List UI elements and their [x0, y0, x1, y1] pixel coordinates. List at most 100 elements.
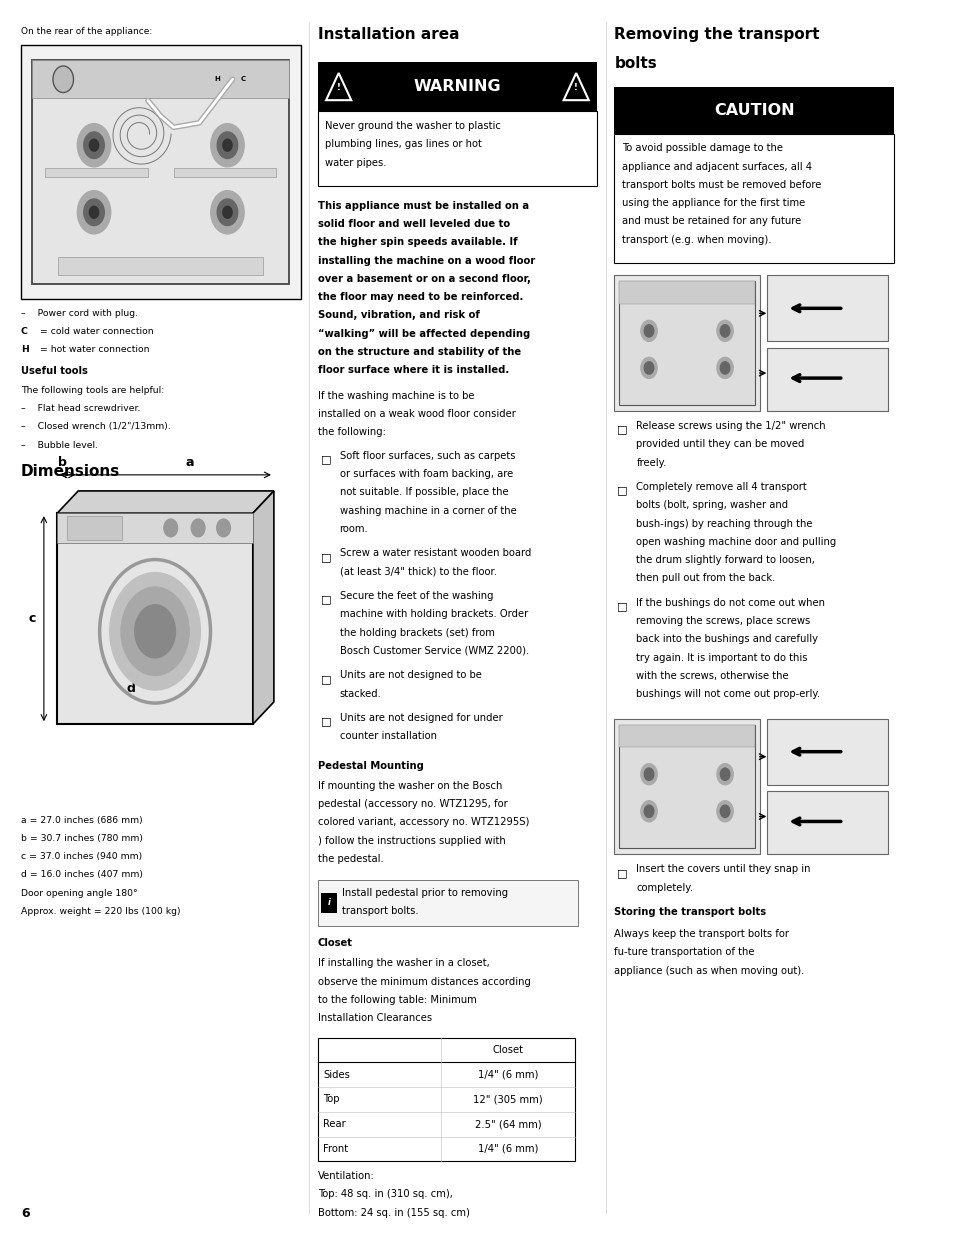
Circle shape — [643, 325, 653, 337]
Text: = cold water connection: = cold water connection — [37, 327, 153, 336]
Text: = hot water connection: = hot water connection — [37, 345, 150, 354]
Polygon shape — [57, 492, 274, 514]
Text: to the following table: Minimum: to the following table: Minimum — [317, 995, 476, 1005]
Circle shape — [121, 587, 190, 676]
Ellipse shape — [53, 65, 73, 93]
Circle shape — [90, 206, 98, 219]
Text: bolts: bolts — [614, 56, 657, 70]
Circle shape — [77, 124, 111, 167]
FancyBboxPatch shape — [766, 347, 886, 411]
Text: the floor may need to be reinforced.: the floor may need to be reinforced. — [317, 293, 522, 303]
Text: the following:: the following: — [317, 427, 385, 437]
Text: 2.5" (64 mm): 2.5" (64 mm) — [475, 1119, 540, 1129]
Text: d = 16.0 inches (407 mm): d = 16.0 inches (407 mm) — [21, 871, 143, 879]
Text: machine with holding brackets. Order: machine with holding brackets. Order — [339, 609, 527, 619]
Text: Never ground the washer to plastic: Never ground the washer to plastic — [325, 121, 500, 131]
Text: –    Power cord with plug.: – Power cord with plug. — [21, 309, 138, 317]
Text: appliance (such as when moving out).: appliance (such as when moving out). — [614, 966, 804, 976]
Circle shape — [643, 362, 653, 374]
Text: c: c — [29, 613, 36, 625]
Text: Installation Clearances: Installation Clearances — [317, 1013, 432, 1024]
Circle shape — [720, 362, 729, 374]
Text: (at least 3/4" thick) to the floor.: (at least 3/4" thick) to the floor. — [339, 567, 497, 577]
Text: Ventilation:: Ventilation: — [317, 1171, 374, 1181]
Text: If the washing machine is to be: If the washing machine is to be — [317, 391, 474, 401]
Text: The following tools are helpful:: The following tools are helpful: — [21, 385, 164, 395]
Text: installed on a weak wood floor consider: installed on a weak wood floor consider — [317, 409, 515, 419]
Circle shape — [720, 768, 729, 781]
Text: □: □ — [320, 454, 331, 464]
Text: removing the screws, place screws: removing the screws, place screws — [636, 616, 810, 626]
Circle shape — [716, 763, 733, 784]
Text: b = 30.7 inches (780 mm): b = 30.7 inches (780 mm) — [21, 834, 143, 842]
FancyBboxPatch shape — [317, 879, 577, 926]
Text: on the structure and stability of the: on the structure and stability of the — [317, 347, 520, 357]
Text: 12" (305 mm): 12" (305 mm) — [473, 1094, 542, 1104]
Text: !: ! — [574, 84, 578, 93]
Circle shape — [720, 325, 729, 337]
Circle shape — [90, 140, 98, 151]
Text: the drum slightly forward to loosen,: the drum slightly forward to loosen, — [636, 556, 814, 566]
Text: transport bolts.: transport bolts. — [342, 906, 418, 916]
Text: H: H — [21, 345, 29, 354]
Text: WARNING: WARNING — [414, 79, 500, 94]
Text: pedestal (accessory no. WTZ1295, for: pedestal (accessory no. WTZ1295, for — [317, 799, 507, 809]
Circle shape — [716, 357, 733, 378]
Text: □: □ — [617, 485, 627, 495]
Text: bush-ings) by reaching through the: bush-ings) by reaching through the — [636, 519, 812, 529]
Text: Removing the transport: Removing the transport — [614, 27, 819, 42]
Text: Storing the transport bolts: Storing the transport bolts — [614, 908, 765, 918]
Text: –    Bubble level.: – Bubble level. — [21, 441, 98, 450]
Circle shape — [84, 199, 104, 226]
Text: c = 37.0 inches (940 mm): c = 37.0 inches (940 mm) — [21, 852, 142, 861]
Text: provided until they can be moved: provided until they can be moved — [636, 440, 803, 450]
Text: Dimensions: Dimensions — [21, 464, 120, 479]
Circle shape — [77, 190, 111, 233]
Circle shape — [110, 573, 200, 690]
Text: If mounting the washer on the Bosch: If mounting the washer on the Bosch — [317, 781, 501, 790]
Text: This appliance must be installed on a: This appliance must be installed on a — [317, 201, 528, 211]
Text: If installing the washer in a closet,: If installing the washer in a closet, — [317, 958, 489, 968]
Text: a: a — [185, 456, 193, 469]
Circle shape — [217, 132, 237, 158]
Circle shape — [223, 206, 232, 219]
Text: try again. It is important to do this: try again. It is important to do this — [636, 653, 807, 663]
Text: Door opening angle 180°: Door opening angle 180° — [21, 889, 137, 898]
FancyBboxPatch shape — [317, 111, 597, 186]
Text: Closet: Closet — [317, 939, 353, 948]
Text: Screw a water resistant wooden board: Screw a water resistant wooden board — [339, 548, 531, 558]
Text: □: □ — [617, 868, 627, 878]
Text: with the screws, otherwise the: with the screws, otherwise the — [636, 671, 788, 680]
Circle shape — [716, 800, 733, 821]
FancyBboxPatch shape — [45, 168, 148, 177]
FancyBboxPatch shape — [32, 61, 289, 99]
Text: Top: 48 sq. in (310 sq. cm),: Top: 48 sq. in (310 sq. cm), — [317, 1189, 452, 1199]
Circle shape — [191, 519, 205, 537]
Text: the higher spin speeds available. If: the higher spin speeds available. If — [317, 237, 517, 247]
Text: On the rear of the appliance:: On the rear of the appliance: — [21, 27, 152, 36]
FancyBboxPatch shape — [618, 282, 754, 304]
FancyBboxPatch shape — [618, 282, 754, 405]
Text: Units are not designed for under: Units are not designed for under — [339, 713, 502, 722]
Text: colored variant, accessory no. WTZ1295S): colored variant, accessory no. WTZ1295S) — [317, 818, 529, 827]
Circle shape — [716, 320, 733, 341]
Text: □: □ — [617, 425, 627, 435]
Text: C: C — [240, 77, 245, 83]
Circle shape — [217, 199, 237, 226]
FancyBboxPatch shape — [618, 725, 754, 747]
Text: H: H — [214, 77, 220, 83]
Text: □: □ — [320, 552, 331, 562]
Text: 1/4" (6 mm): 1/4" (6 mm) — [477, 1070, 537, 1079]
Text: transport (e.g. when moving).: transport (e.g. when moving). — [621, 235, 771, 245]
Text: i: i — [327, 898, 331, 908]
Circle shape — [84, 132, 104, 158]
FancyBboxPatch shape — [766, 790, 886, 855]
Text: Installation area: Installation area — [317, 27, 458, 42]
FancyBboxPatch shape — [766, 719, 886, 784]
Circle shape — [643, 805, 653, 818]
Text: 1/4" (6 mm): 1/4" (6 mm) — [477, 1144, 537, 1153]
Text: water pipes.: water pipes. — [325, 158, 386, 168]
Text: not suitable. If possible, place the: not suitable. If possible, place the — [339, 488, 508, 498]
Text: –    Closed wrench (1/2"/13mm).: – Closed wrench (1/2"/13mm). — [21, 422, 171, 431]
Text: stacked.: stacked. — [339, 689, 381, 699]
